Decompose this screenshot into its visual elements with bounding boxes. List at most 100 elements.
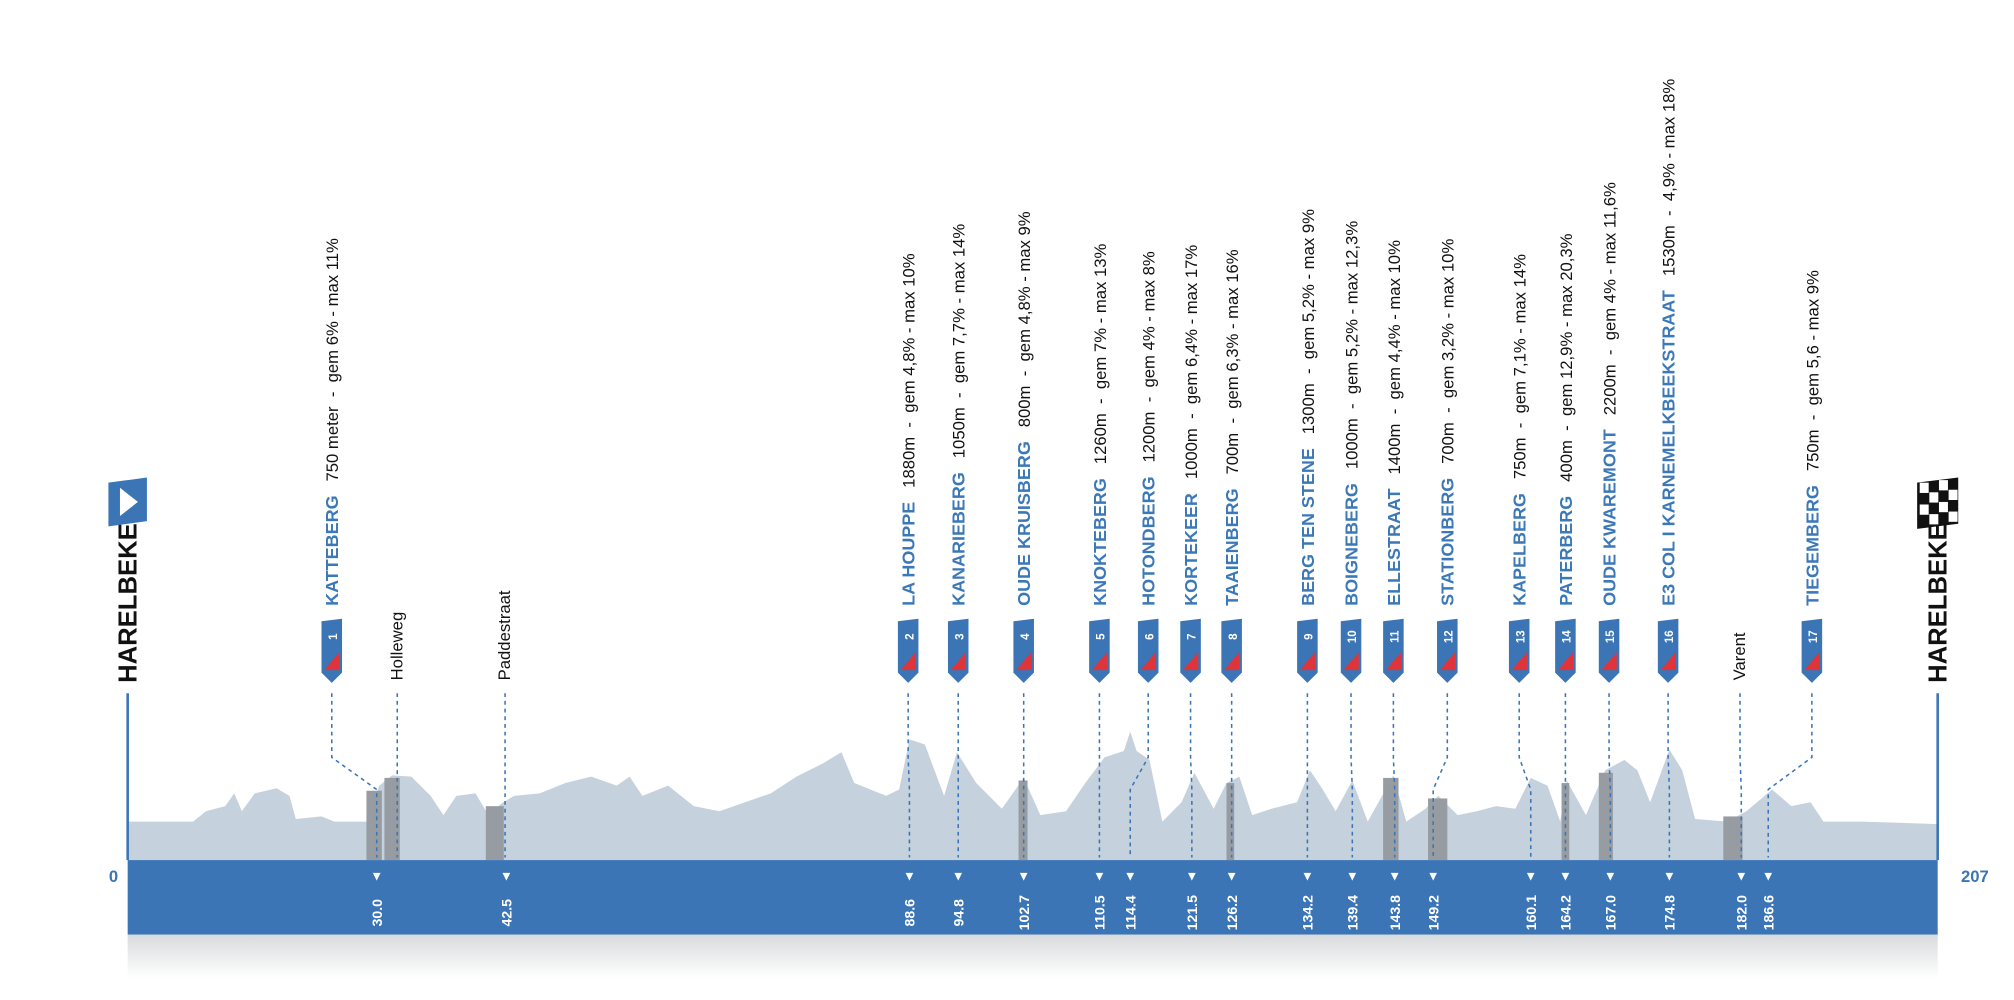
climb-label: BOIGNEBERG 1000m - gem 5,2% - max 12,3%: [1341, 221, 1361, 606]
km-label: 88.6: [902, 899, 918, 927]
finish-name: HARELBEKE: [1925, 523, 1953, 683]
climb-badge: 14: [1555, 618, 1576, 683]
finish-km: 207: [1961, 867, 1989, 886]
climb-name: HOTONDBERG: [1139, 476, 1159, 605]
km-arrow: [1019, 872, 1028, 881]
flag-square: [1919, 504, 1929, 515]
connector: [1432, 693, 1449, 858]
km-arrow: [1303, 872, 1312, 881]
badge-climb-icon: [1557, 652, 1574, 671]
climb-label: KAPELBERG 750m - gem 7,1% - max 14%: [1510, 254, 1530, 606]
badge-number: 7: [1187, 634, 1199, 640]
climb-name: OUDE KWAREMONT: [1599, 429, 1619, 606]
cobbles: [366, 790, 382, 861]
connector: [1518, 693, 1532, 858]
climb-label: KANARIEBERG 1050m - gem 7,7% - max 14%: [949, 224, 969, 606]
connector: [331, 693, 378, 858]
badge-number: 16: [1664, 630, 1676, 643]
climb-name: TAAIENBERG: [1222, 488, 1242, 605]
sector-name: Paddestraat: [495, 590, 514, 680]
km-label: 186.6: [1760, 895, 1776, 930]
badge-shield: [1383, 618, 1404, 683]
badge-shield: [1180, 618, 1201, 683]
climb-details: 1000m - gem 5,2% - max 12,3%: [1342, 221, 1361, 470]
sector-name: Holleweg: [387, 612, 406, 681]
spacer: [1182, 479, 1201, 493]
climb-label: HOTONDBERG 1200m - gem 4% - max 8%: [1139, 251, 1159, 606]
km-arrow: [1606, 872, 1615, 881]
spacer: [1803, 471, 1822, 485]
badge-number: 8: [1228, 633, 1240, 640]
badge-climb-icon: [1439, 652, 1456, 671]
spacer: [1299, 434, 1318, 448]
flag-square: [1919, 482, 1929, 493]
km-arrow: [502, 872, 511, 881]
badge-shield: [1089, 618, 1110, 683]
spacer: [1342, 469, 1361, 483]
climb-name: TIEGEMBERG: [1802, 485, 1822, 606]
cobbles: [485, 806, 504, 861]
connector: [1189, 693, 1193, 858]
badge-shield: [1801, 618, 1823, 683]
km-arrow: [1526, 872, 1535, 881]
climb-name: STATIONBERG: [1438, 478, 1458, 606]
flag-square: [1938, 480, 1948, 491]
distance-band: [127, 860, 1938, 935]
km-arrow: [1188, 872, 1196, 881]
badge-shield: [1657, 618, 1679, 683]
badge-number: 6: [1144, 634, 1156, 640]
climb-details: 1050m - gem 7,7% - max 14%: [950, 224, 969, 459]
badge-shield: [321, 618, 343, 683]
km-label: 110.5: [1092, 895, 1108, 930]
climb-name: KATTEBERG: [322, 495, 342, 605]
climb-label: BERG TEN STENE 1300m - gem 5,2% - max 9%: [1298, 209, 1318, 606]
badge-climb-icon: [1091, 652, 1108, 671]
badge-shield: [1437, 618, 1458, 683]
spacer: [1091, 464, 1110, 478]
climb-label: E3 COL I KARNEMELKBEEKSTRAAT 1530m - 4,9…: [1659, 79, 1679, 606]
badge-shield: [1340, 618, 1362, 683]
climb-details: 2200m - gem 4% - max 11,6%: [1600, 182, 1619, 415]
km-arrow: [372, 872, 381, 881]
spacer: [1385, 475, 1404, 489]
climb-badge: 3: [947, 618, 969, 683]
sector-name: Varent: [1730, 632, 1749, 680]
km-arrow: [1737, 872, 1746, 881]
badge-shield: [897, 618, 919, 683]
climb-details: 750 meter - gem 6% - max 11%: [323, 238, 342, 482]
badge-number: 15: [1605, 630, 1617, 643]
climb-badge: 10: [1340, 618, 1362, 683]
climb-details: 700m - gem 6,3% - max 16%: [1223, 249, 1242, 474]
cobbles: [1598, 772, 1613, 861]
cobbled-sectors: [366, 772, 1743, 861]
climb-label: TAAIENBERG 700m - gem 6,3% - max 16%: [1222, 249, 1242, 606]
badge-climb-icon: [1804, 652, 1820, 671]
badge-climb-icon: [1511, 652, 1527, 671]
badge-climb-icon: [1660, 652, 1676, 671]
badge-number: 2: [904, 634, 916, 640]
badge-shield: [1598, 618, 1620, 683]
km-label: 102.7: [1016, 895, 1032, 930]
climb-label: PATERBERG 400m - gem 12,9% - max 20,3%: [1556, 233, 1576, 606]
climb-name: LA HOUPPE: [899, 502, 919, 606]
badge-climb-icon: [1015, 652, 1032, 671]
badge-shield: [1137, 618, 1159, 683]
badge-climb-icon: [1385, 652, 1402, 671]
climb-label: OUDE KWAREMONT 2200m - gem 4% - max 11,6…: [1599, 182, 1619, 606]
climb-name: E3 COL I KARNEMELKBEEKSTRAAT: [1659, 290, 1679, 606]
km-arrow: [905, 872, 914, 881]
connector: [1392, 693, 1396, 858]
km-arrow: [1390, 872, 1399, 881]
climb-label: KATTEBERG 750 meter - gem 6% - max 11%: [322, 238, 342, 606]
climb-badge: 8: [1221, 618, 1242, 683]
km-label: 126.2: [1224, 895, 1240, 930]
km-arrow: [1227, 872, 1236, 881]
badge-number: 17: [1808, 630, 1820, 643]
climb-details: 1260m - gem 7% - max 13%: [1091, 243, 1110, 464]
climb-details: 1200m - gem 4% - max 8%: [1140, 251, 1159, 462]
badge-number: 3: [954, 634, 966, 640]
badge-number: 10: [1347, 630, 1359, 643]
km-label: 167.0: [1602, 895, 1618, 930]
elevation-profile: [127, 731, 1938, 861]
